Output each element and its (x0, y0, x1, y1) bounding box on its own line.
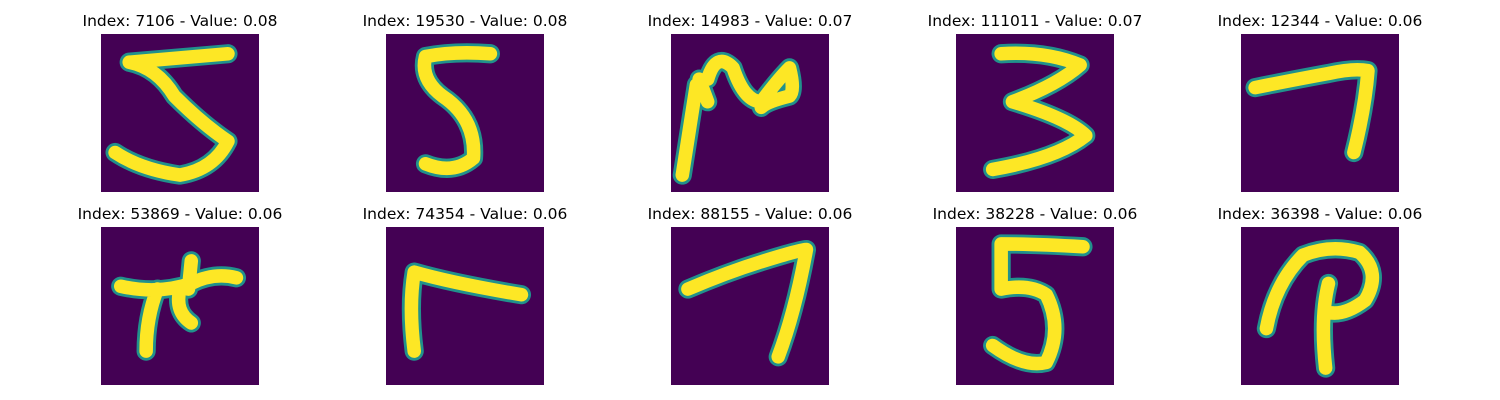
panel-4: Index: 111011 - Value: 0.07 (910, 12, 1160, 192)
stroke-core (404, 265, 529, 358)
panel-7: Index: 74354 - Value: 0.06 (340, 205, 590, 385)
stroke-core (1248, 62, 1375, 160)
panel-title: Index: 38228 - Value: 0.06 (932, 205, 1138, 223)
panel-8: Index: 88155 - Value: 0.06 (625, 205, 875, 385)
digit-image (956, 227, 1114, 385)
panel-title: Index: 88155 - Value: 0.06 (647, 205, 853, 223)
panel-3: Index: 14983 - Value: 0.07 (625, 12, 875, 192)
digit-strokes (105, 44, 238, 185)
digit-strokes (672, 52, 802, 185)
digit-strokes (1245, 60, 1378, 163)
digit-strokes (1256, 239, 1382, 378)
digit-strokes (414, 43, 500, 178)
panel-title: Index: 14983 - Value: 0.07 (647, 12, 853, 30)
digit-image (101, 34, 259, 192)
digit-image (671, 34, 829, 192)
panel-title: Index: 53869 - Value: 0.06 (77, 205, 283, 223)
stroke-core (108, 46, 235, 182)
digit-image (956, 34, 1114, 192)
panel-10: Index: 36398 - Value: 0.06 (1195, 205, 1445, 385)
panel-5: Index: 12344 - Value: 0.06 (1195, 12, 1445, 192)
panel-title: Index: 7106 - Value: 0.08 (82, 12, 278, 30)
digit-image (1241, 227, 1399, 385)
panel-9: Index: 38228 - Value: 0.06 (910, 205, 1160, 385)
stroke-core (113, 254, 244, 358)
digit-image (386, 227, 544, 385)
panel-2: Index: 19530 - Value: 0.08 (340, 12, 590, 192)
digit-image (1241, 34, 1399, 192)
stroke-core (985, 237, 1090, 371)
digit-strokes (983, 43, 1096, 180)
stroke-core (417, 46, 498, 176)
panel-title: Index: 36398 - Value: 0.06 (1217, 205, 1423, 223)
panel-title: Index: 19530 - Value: 0.08 (362, 12, 568, 30)
digit-image (386, 34, 544, 192)
panel-title: Index: 12344 - Value: 0.06 (1217, 12, 1423, 30)
digit-strokes (678, 239, 817, 367)
digit-image (101, 227, 259, 385)
stroke-core (681, 242, 814, 364)
digit-strokes (983, 234, 1093, 374)
stroke-core (1259, 242, 1380, 375)
panel-title: Index: 74354 - Value: 0.06 (362, 205, 568, 223)
panel-1: Index: 7106 - Value: 0.08 (55, 12, 305, 192)
digit-strokes (111, 251, 247, 361)
stroke-core (985, 46, 1093, 177)
digit-strokes (401, 262, 532, 361)
digit-image (671, 227, 829, 385)
panel-title: Index: 111011 - Value: 0.07 (927, 12, 1143, 30)
panel-6: Index: 53869 - Value: 0.06 (55, 205, 305, 385)
stroke-core (675, 54, 800, 182)
